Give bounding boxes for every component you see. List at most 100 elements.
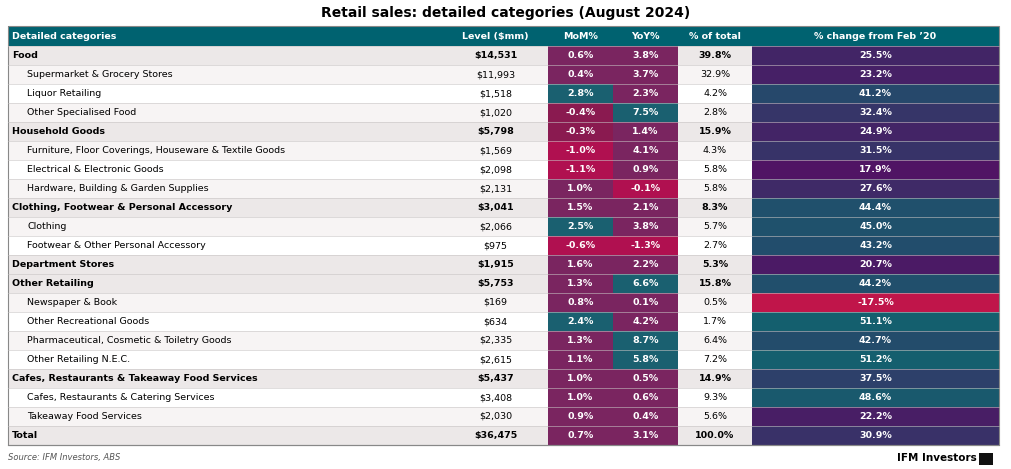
Text: Hardware, Building & Garden Supplies: Hardware, Building & Garden Supplies <box>27 184 208 193</box>
Text: 6.4%: 6.4% <box>703 336 727 345</box>
Text: 0.4%: 0.4% <box>567 70 593 79</box>
Text: 2.8%: 2.8% <box>567 89 593 98</box>
Text: $2,098: $2,098 <box>479 165 512 174</box>
Text: $14,531: $14,531 <box>474 51 517 60</box>
Text: 30.9%: 30.9% <box>859 431 892 440</box>
Text: 43.2%: 43.2% <box>859 241 892 250</box>
Bar <box>678 26 752 46</box>
Text: 3.7%: 3.7% <box>632 70 658 79</box>
Text: 0.6%: 0.6% <box>632 393 658 402</box>
Bar <box>548 350 613 369</box>
Text: 2.8%: 2.8% <box>703 108 727 117</box>
Bar <box>8 236 999 255</box>
Text: YoY%: YoY% <box>631 31 660 40</box>
Bar <box>548 426 613 445</box>
Bar <box>752 407 999 426</box>
Bar <box>8 179 999 198</box>
Text: 24.9%: 24.9% <box>859 127 892 136</box>
Text: 51.2%: 51.2% <box>859 355 892 364</box>
Bar <box>548 331 613 350</box>
Bar <box>548 407 613 426</box>
Bar <box>613 141 678 160</box>
Text: 23.2%: 23.2% <box>859 70 892 79</box>
Bar <box>8 65 999 84</box>
Bar <box>548 388 613 407</box>
Text: 0.8%: 0.8% <box>567 298 593 307</box>
Bar <box>443 26 548 46</box>
Text: $1,020: $1,020 <box>479 108 512 117</box>
Text: Takeaway Food Services: Takeaway Food Services <box>27 412 142 421</box>
Text: 27.6%: 27.6% <box>859 184 892 193</box>
Bar <box>613 103 678 122</box>
Bar <box>752 388 999 407</box>
Text: 20.7%: 20.7% <box>859 260 892 269</box>
Bar <box>548 141 613 160</box>
Bar <box>613 255 678 274</box>
Bar <box>8 84 999 103</box>
Text: 8.7%: 8.7% <box>632 336 659 345</box>
Text: 5.3%: 5.3% <box>702 260 728 269</box>
Bar <box>8 388 999 407</box>
Bar <box>752 350 999 369</box>
Bar <box>8 103 999 122</box>
Text: Detailed categories: Detailed categories <box>12 31 116 40</box>
Bar <box>613 84 678 103</box>
Text: $2,066: $2,066 <box>479 222 512 231</box>
Bar <box>752 122 999 141</box>
Text: 39.8%: 39.8% <box>699 51 732 60</box>
Text: $1,518: $1,518 <box>479 89 512 98</box>
Text: 0.5%: 0.5% <box>633 374 658 383</box>
Bar <box>752 179 999 198</box>
Bar <box>613 122 678 141</box>
Text: Cafes, Restaurants & Catering Services: Cafes, Restaurants & Catering Services <box>27 393 214 402</box>
Bar <box>613 407 678 426</box>
Bar <box>8 26 443 46</box>
Bar <box>548 236 613 255</box>
Text: $5,798: $5,798 <box>477 127 514 136</box>
Text: 2.4%: 2.4% <box>567 317 593 326</box>
Bar <box>752 331 999 350</box>
Text: 45.0%: 45.0% <box>859 222 892 231</box>
Bar <box>8 198 999 217</box>
Text: 5.8%: 5.8% <box>703 184 727 193</box>
Bar <box>752 65 999 84</box>
Bar <box>752 255 999 274</box>
Text: 25.5%: 25.5% <box>859 51 892 60</box>
Bar <box>548 65 613 84</box>
Text: $3,041: $3,041 <box>477 203 514 212</box>
Text: Department Stores: Department Stores <box>12 260 114 269</box>
Text: 44.4%: 44.4% <box>859 203 892 212</box>
Text: 22.2%: 22.2% <box>859 412 892 421</box>
Text: -0.6%: -0.6% <box>565 241 595 250</box>
Bar <box>613 274 678 293</box>
Bar <box>548 274 613 293</box>
Bar <box>752 26 999 46</box>
Text: 5.6%: 5.6% <box>703 412 727 421</box>
Bar <box>752 84 999 103</box>
Text: 3.8%: 3.8% <box>632 51 659 60</box>
Text: 0.9%: 0.9% <box>567 412 593 421</box>
Text: Food: Food <box>12 51 37 60</box>
Text: -1.1%: -1.1% <box>565 165 595 174</box>
Text: 1.0%: 1.0% <box>567 393 593 402</box>
Bar <box>752 312 999 331</box>
Bar <box>613 293 678 312</box>
Text: $3,408: $3,408 <box>479 393 512 402</box>
Bar <box>548 255 613 274</box>
Text: $2,030: $2,030 <box>479 412 512 421</box>
Text: 4.2%: 4.2% <box>703 89 727 98</box>
Bar <box>752 369 999 388</box>
Text: 6.6%: 6.6% <box>632 279 659 288</box>
Text: 44.2%: 44.2% <box>859 279 892 288</box>
Text: Liquor Retailing: Liquor Retailing <box>27 89 101 98</box>
Text: 51.1%: 51.1% <box>859 317 892 326</box>
Bar <box>8 312 999 331</box>
Text: $634: $634 <box>483 317 508 326</box>
Text: 42.7%: 42.7% <box>859 336 892 345</box>
Bar <box>752 426 999 445</box>
Text: Other Specialised Food: Other Specialised Food <box>27 108 136 117</box>
Text: 2.3%: 2.3% <box>632 89 658 98</box>
Bar <box>752 293 999 312</box>
Text: -0.4%: -0.4% <box>565 108 595 117</box>
Bar <box>613 388 678 407</box>
